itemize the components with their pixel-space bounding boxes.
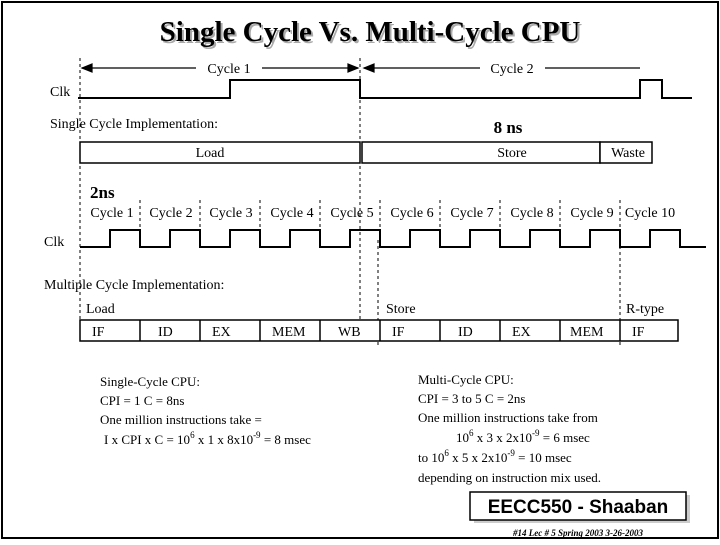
cycle-label-5: Cycle 5 [330, 206, 373, 221]
clk-label-top: Clk [50, 85, 70, 100]
multi-cycle-notes: Multi-Cycle CPU: CPI = 3 to 5 C = 2ns On… [418, 372, 601, 485]
cycle2-label: Cycle 2 [490, 62, 533, 77]
multi-notes-line5: depending on instruction mix used. [418, 470, 601, 485]
store-bar [361, 141, 601, 164]
cycle-label-4: Cycle 4 [270, 206, 313, 221]
cycle-label-9: Cycle 9 [570, 206, 613, 221]
stage-wb-1: WB [338, 325, 361, 340]
page-title: Single Cycle Vs. Multi-Cycle CPU [160, 16, 581, 48]
multi-rtype-label: R-type [626, 302, 664, 317]
stage-if-1: IF [92, 325, 105, 340]
multi-impl-label: Multiple Cycle Implementation: [44, 278, 224, 293]
multi-notes-heading: Multi-Cycle CPU: [418, 372, 514, 387]
cycle-labels: Cycle 1 Cycle 2 Cycle 3 Cycle 4 Cycle 5 … [90, 206, 675, 221]
multi-load-label: Load [86, 302, 115, 317]
stage-id-2: ID [458, 325, 473, 340]
single-cycle-notes: Single-Cycle CPU: CPI = 1 C = 8ns One mi… [100, 374, 311, 447]
single-notes-line3: I x CPI x C = 106 x 1 x 8x10-9 = 8 msec [104, 430, 311, 447]
footer-id: #14 Lec # 5 Spring 2003 3-26-2003 [512, 528, 643, 538]
duration-2ns: 2ns [90, 183, 115, 202]
waste-label: Waste [611, 146, 645, 161]
single-cycle-bars [79, 141, 653, 164]
title-shadow: Single Cycle Vs. Multi-Cycle CPU [162, 18, 583, 50]
cycle-label-2: Cycle 2 [149, 206, 192, 221]
footer-badge [469, 491, 687, 521]
multi-notes-line3: 106 x 3 x 2x10-9 = 6 msec [456, 428, 590, 445]
cycle-label-10: Cycle 10 [625, 206, 675, 221]
multi-notes-line2: One million instructions take from [418, 410, 598, 425]
clock-waveform-single [78, 79, 690, 99]
load-bar [79, 141, 361, 164]
duration-8ns: 8 ns [494, 118, 523, 137]
single-impl-label: Single Cycle Implementation: [50, 117, 218, 132]
single-notes-line1: CPI = 1 C = 8ns [100, 393, 184, 408]
stage-labels: IF ID EX MEM WB IF ID EX MEM IF [92, 325, 645, 340]
badge-label: EECC550 - Shaaban [488, 497, 669, 518]
cycle-label-6: Cycle 6 [390, 206, 433, 221]
cycle-arrows [80, 63, 640, 73]
guide-lines [79, 58, 621, 345]
stage-mem-1: MEM [272, 325, 306, 340]
multi-cycle-bar [79, 319, 679, 342]
multi-store-label: Store [386, 302, 416, 317]
clock-waveform-multi [80, 229, 706, 248]
cycle-label-3: Cycle 3 [209, 206, 252, 221]
stage-ex-1: EX [212, 325, 231, 340]
cycle-label-7: Cycle 7 [450, 206, 493, 221]
clk-label-mid: Clk [44, 235, 64, 250]
stage-mem-2: MEM [570, 325, 604, 340]
cycle-label-8: Cycle 8 [510, 206, 553, 221]
stage-if-2: IF [392, 325, 405, 340]
waste-bar [599, 141, 653, 164]
stage-id-1: ID [158, 325, 173, 340]
multi-notes-line4: to 106 x 5 x 2x10-9 = 10 msec [418, 448, 572, 465]
cycle1-label: Cycle 1 [207, 62, 250, 77]
single-notes-heading: Single-Cycle CPU: [100, 374, 200, 389]
store-label: Store [497, 146, 527, 161]
stage-ex-2: EX [512, 325, 531, 340]
single-notes-line2: One million instructions take = [100, 412, 262, 427]
load-label: Load [196, 146, 225, 161]
multi-notes-line1: CPI = 3 to 5 C = 2ns [418, 391, 526, 406]
stage-if-3: IF [632, 325, 645, 340]
cycle-label-1: Cycle 1 [90, 206, 133, 221]
